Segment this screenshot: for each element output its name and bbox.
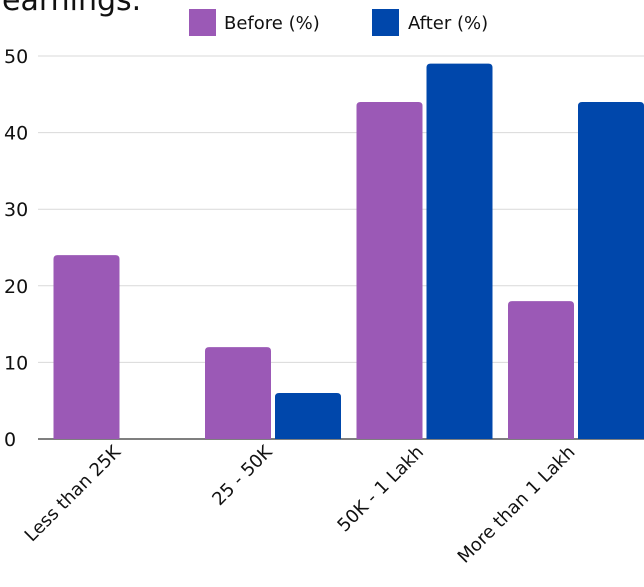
bars — [53, 63, 644, 440]
bar-before — [356, 101, 423, 440]
bar-before — [53, 255, 120, 439]
bar-after — [275, 393, 341, 439]
x-category-label: 25 - 50K — [208, 441, 277, 510]
bar-after — [426, 63, 493, 439]
y-axis-ticks: 0 10 20 30 40 50 — [4, 46, 28, 451]
x-axis-labels: Less than 25K 25 - 50K 50K - 1 Lakh More th… — [21, 441, 580, 568]
y-tick-label: 0 — [4, 429, 16, 451]
bar-before — [508, 301, 574, 439]
legend-label-after: After (%) — [408, 13, 488, 34]
y-tick-label: 20 — [4, 276, 28, 298]
x-category-label: 50K - 1 Lakh — [333, 442, 428, 537]
legend-swatch-before — [189, 9, 216, 36]
legend-swatch-after — [372, 9, 399, 36]
chart-title: earnings. — [2, 0, 141, 18]
bar-after — [578, 101, 644, 440]
y-tick-label: 40 — [4, 123, 28, 145]
legend-label-before: Before (%) — [224, 13, 320, 34]
x-category-label: Less than 25K — [21, 441, 126, 546]
y-tick-label: 10 — [4, 352, 28, 374]
y-tick-label: 50 — [4, 46, 28, 68]
y-tick-label: 30 — [4, 199, 28, 221]
bar-before — [205, 347, 271, 439]
legend: Before (%) After (%) — [189, 9, 488, 36]
x-category-label: More than 1 Lakh — [454, 442, 580, 568]
